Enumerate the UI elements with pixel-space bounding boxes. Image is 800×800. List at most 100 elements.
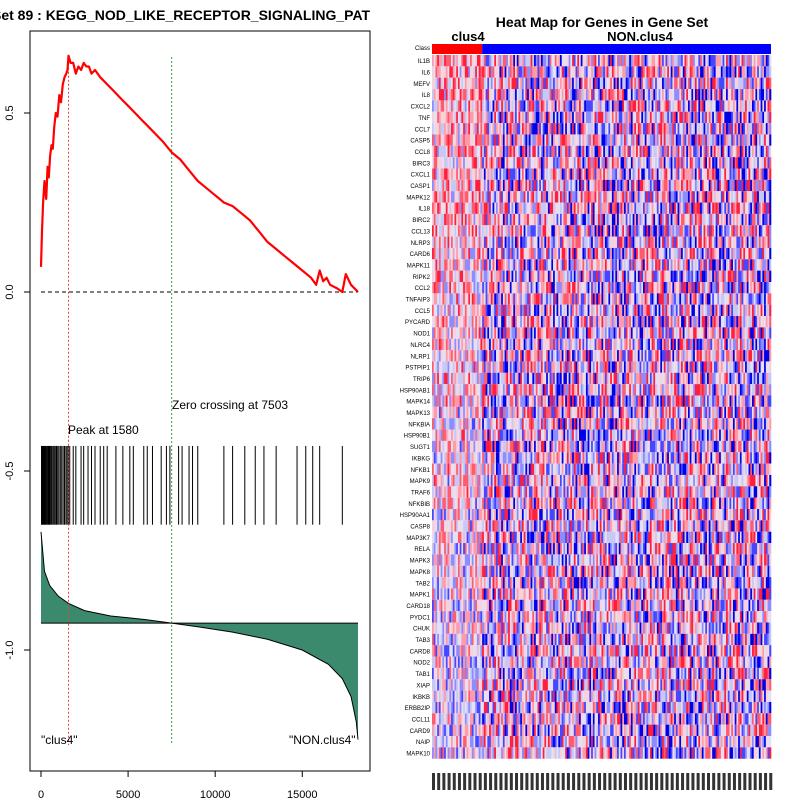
heatmap-cell [470, 145, 473, 158]
heatmap-cell [566, 55, 569, 67]
heatmap-cell [445, 316, 448, 328]
heatmap-cell [615, 236, 618, 248]
heatmap-cell [435, 134, 438, 146]
heatmap-cell [674, 123, 677, 135]
zero-crossing-annotation: Zero crossing at 7503 [172, 398, 288, 412]
heatmap-cell [684, 77, 687, 90]
heatmap-cell [452, 270, 455, 282]
heatmap-cell [736, 157, 739, 169]
heatmap-cell [727, 66, 730, 78]
heatmap-cell [712, 247, 715, 260]
heatmap-cell [559, 123, 563, 135]
heatmap-cell [478, 157, 481, 169]
heatmap-cell [672, 66, 675, 78]
heatmap-cell [440, 191, 443, 203]
heatmap-cell [700, 111, 703, 124]
heatmap-cell [530, 282, 533, 294]
heatmap-cell [598, 179, 601, 192]
heatmap-cell [459, 66, 462, 78]
heatmap-cell [452, 179, 455, 192]
heatmap-cell [627, 259, 630, 271]
heatmap-cell [696, 247, 699, 260]
heatmap-cell [495, 66, 499, 78]
heatmap-cell [515, 77, 518, 90]
heatmap-cell [660, 213, 663, 226]
heatmap-cell [712, 259, 715, 271]
heatmap-cell [580, 259, 583, 271]
heatmap-cell [689, 100, 692, 112]
heatmap-cell [451, 293, 454, 305]
heatmap-cell [440, 100, 443, 112]
heatmap-cell [540, 316, 543, 328]
heatmap-cell [769, 191, 772, 203]
heatmap-cell [546, 282, 549, 294]
heatmap-cell [580, 213, 583, 226]
heatmap-cell [601, 293, 604, 305]
heatmap-cell [478, 282, 481, 294]
heatmap-cell [617, 100, 620, 112]
heatmap-cell [447, 77, 450, 90]
heatmap-cell [710, 282, 713, 294]
heatmap-cell [757, 236, 760, 248]
heatmap-cell [556, 304, 559, 317]
heatmap-cell [558, 77, 561, 90]
heatmap-cell [435, 247, 438, 260]
heatmap-cell [554, 316, 557, 328]
heatmap-cell [513, 304, 516, 317]
heatmap-cell [483, 282, 486, 294]
heatmap-cell [694, 316, 697, 328]
heatmap-cell [655, 111, 658, 124]
heatmap-cell [592, 55, 595, 67]
heatmap-cell [727, 168, 730, 180]
heatmap-cell [516, 259, 519, 271]
heatmap-cell [440, 259, 443, 271]
heatmap-cell [559, 247, 563, 260]
heatmap-cell [589, 55, 592, 67]
heatmap-cell [603, 213, 606, 226]
heatmap-cell [655, 66, 658, 78]
heatmap-cell [461, 111, 464, 124]
heatmap-cell [682, 145, 685, 158]
y-tick-label: 0.0 [4, 284, 16, 299]
heatmap-cell [741, 282, 744, 294]
heatmap-cell [713, 145, 716, 158]
heatmap-cell [641, 327, 644, 339]
heatmap-cell [435, 111, 438, 124]
heatmap-cell [675, 100, 678, 112]
heatmap-cell [537, 282, 540, 294]
heatmap-cell [591, 225, 594, 237]
heatmap-cell [530, 123, 533, 135]
heatmap-cell [591, 259, 594, 271]
heatmap-cell [753, 157, 756, 169]
heatmap-cell [684, 145, 687, 158]
heatmap-cell [726, 259, 729, 271]
heatmap-cell [577, 236, 580, 248]
heatmap-cell [556, 316, 559, 328]
heatmap-cell [580, 236, 583, 248]
heatmap-cell [549, 247, 552, 260]
heatmap-cell [553, 111, 556, 124]
heatmap-cell [432, 157, 435, 169]
heatmap-cell [464, 157, 467, 169]
heatmap-cell [502, 145, 505, 158]
heatmap-cell [741, 100, 744, 112]
heatmap-cell [662, 179, 665, 192]
heatmap-cell [767, 202, 770, 214]
heatmap-cell [457, 179, 460, 192]
heatmap-cell [672, 157, 675, 169]
heatmap-cell [610, 55, 613, 67]
heatmap-cell [722, 77, 725, 90]
heatmap-cell [608, 100, 611, 112]
heatmap-cell [726, 304, 729, 317]
heatmap-cell [724, 134, 727, 146]
heatmap-cell [468, 327, 471, 339]
heatmap-cell [748, 179, 751, 192]
heatmap-cell [482, 134, 485, 146]
heatmap-cell [506, 316, 509, 328]
heatmap-cell [556, 293, 559, 305]
heatmap-cell [532, 327, 535, 339]
heatmap-cell [743, 111, 746, 124]
heatmap-cell [726, 179, 729, 192]
heatmap-cell [478, 145, 481, 158]
heatmap-cell [464, 270, 467, 282]
